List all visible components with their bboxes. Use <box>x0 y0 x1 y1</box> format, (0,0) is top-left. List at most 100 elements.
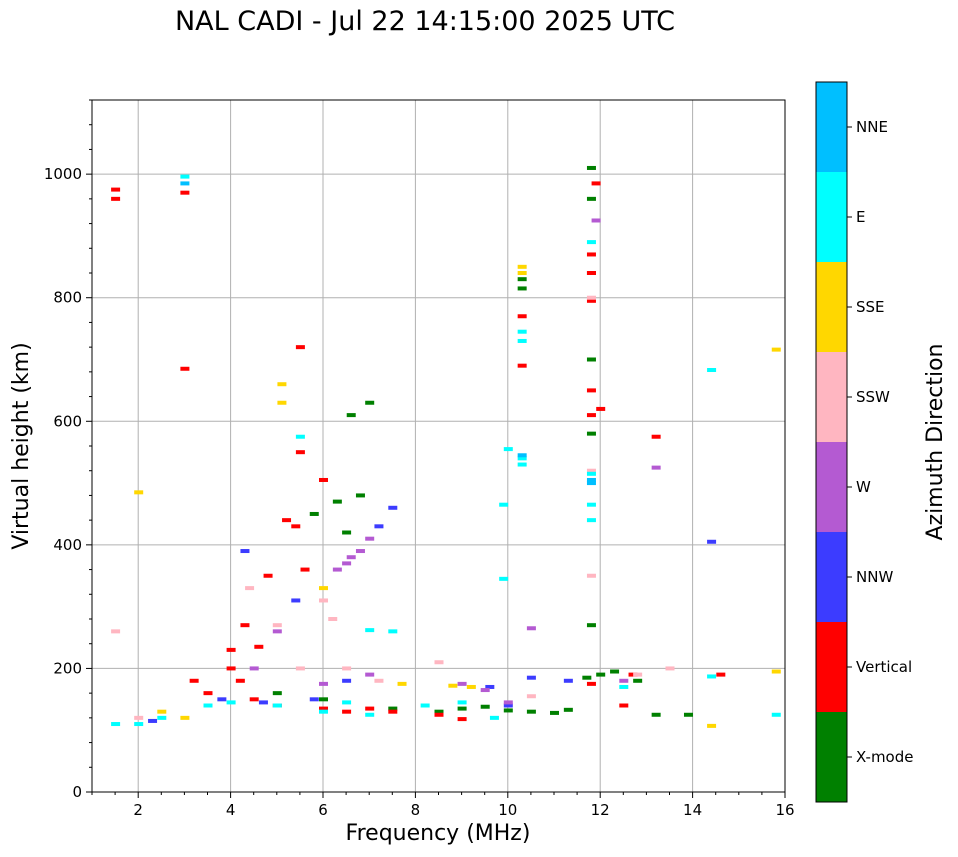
echo-point-ssw <box>586 573 596 578</box>
echo-point-vertical <box>235 678 245 683</box>
y-tick-label: 600 <box>53 412 82 430</box>
echo-point-w <box>272 629 282 634</box>
x-tick-label: 10 <box>498 801 517 819</box>
echo-point-vertical <box>263 573 273 578</box>
echo-point-e <box>586 518 596 523</box>
echo-point-vertical <box>180 190 190 195</box>
echo-point-e <box>619 684 629 689</box>
echo-point-e <box>295 434 305 439</box>
echo-point-e <box>499 576 509 581</box>
echo-point-nnw <box>258 700 268 705</box>
y-tick-label: 1000 <box>44 165 82 183</box>
echo-point-x-mode <box>586 623 596 628</box>
echo-point-vertical <box>388 709 398 714</box>
echo-point-vertical <box>295 345 305 350</box>
echo-point-ssw <box>586 295 596 300</box>
echo-point-w <box>355 549 365 554</box>
echo-point-vertical <box>517 314 527 319</box>
echo-point-vertical <box>586 388 596 393</box>
echo-point-vertical <box>319 477 328 482</box>
echo-point-ssw <box>586 468 596 473</box>
data-points <box>111 165 781 728</box>
x-tick-label: 12 <box>591 801 610 819</box>
colorbar-label: SSE <box>856 298 885 316</box>
echo-point-vertical <box>203 691 213 696</box>
echo-point-sse <box>397 681 407 686</box>
echo-point-e <box>420 703 430 708</box>
echo-point-e <box>586 471 596 476</box>
echo-point-e <box>517 456 527 461</box>
echo-point-vertical <box>365 706 375 711</box>
ticks-layer: 2 4 6 8 10 12 14 16 0 200 400 600 800 1000 <box>44 99 795 819</box>
echo-point-x-mode <box>355 493 365 498</box>
echo-point-e <box>503 447 513 452</box>
echo-point-e <box>489 715 499 720</box>
echo-point-vertical <box>282 518 292 523</box>
echo-point-w <box>619 678 629 683</box>
echo-point-x-mode <box>480 704 490 709</box>
echo-point-e <box>517 338 527 343</box>
echo-point-x-mode <box>586 196 596 201</box>
echo-point-vertical <box>586 413 596 418</box>
colorbar-segment <box>816 352 847 442</box>
echo-point-vertical <box>254 644 264 649</box>
echo-point-x-mode <box>342 530 352 535</box>
echo-point-x-mode <box>683 712 693 717</box>
echo-point-e <box>771 712 781 717</box>
echo-point-x-mode <box>388 706 398 711</box>
echo-point-x-mode <box>582 675 592 680</box>
echo-point-e <box>707 368 717 373</box>
echo-point-nnw <box>526 675 536 680</box>
echo-point-nnw <box>342 678 352 683</box>
echo-point-e <box>134 722 144 727</box>
echo-point-vertical <box>596 406 606 411</box>
x-tick-label: 4 <box>226 801 236 819</box>
echo-point-w <box>319 681 328 686</box>
echo-point-vertical <box>586 681 596 686</box>
echo-point-x-mode <box>517 286 527 291</box>
echo-point-vertical <box>300 567 310 572</box>
echo-point-e <box>111 722 121 727</box>
chart-title: NAL CADI - Jul 22 14:15:00 2025 UTC <box>174 6 676 37</box>
echo-point-ssw <box>245 586 255 591</box>
echo-point-w <box>342 561 352 566</box>
echo-point-w <box>365 536 375 541</box>
echo-point-x-mode <box>550 710 559 715</box>
echo-point-x-mode <box>526 709 536 714</box>
echo-point-ssw <box>295 666 305 671</box>
echo-point-e <box>365 628 375 633</box>
echo-point-nnw <box>563 678 573 683</box>
echo-point-e <box>499 502 509 507</box>
echo-point-x-mode <box>651 712 661 717</box>
echo-point-w <box>249 666 259 671</box>
echo-point-nnw <box>374 524 384 529</box>
echo-point-vertical <box>586 298 596 303</box>
echo-point-nnw <box>291 598 301 603</box>
colorbar-segment <box>816 262 847 352</box>
echo-point-nnw <box>503 703 513 708</box>
echo-point-e <box>365 712 375 717</box>
echo-point-vertical <box>189 678 199 683</box>
echo-point-x-mode <box>517 277 527 282</box>
echo-point-w <box>332 567 342 572</box>
echo-point-e <box>457 700 467 705</box>
echo-point-x-mode <box>596 672 606 677</box>
colorbar-segment <box>816 442 847 532</box>
echo-point-sse <box>319 586 328 591</box>
echo-point-e <box>272 703 282 708</box>
echo-point-w <box>591 218 601 223</box>
echo-point-e <box>157 715 167 720</box>
colorbar-label: E <box>856 208 865 226</box>
x-tick-label: 16 <box>775 801 794 819</box>
echo-point-nnw <box>240 549 250 554</box>
echo-point-x-mode <box>346 413 356 418</box>
echo-point-nnw <box>148 718 158 723</box>
echo-point-vertical <box>586 252 596 257</box>
echo-point-x-mode <box>586 165 596 170</box>
colorbar-title: Azimuth Direction <box>923 343 948 540</box>
echo-point-sse <box>134 490 144 495</box>
echo-point-nnw <box>485 684 495 689</box>
echo-point-nnw <box>388 505 398 510</box>
echo-point-vertical <box>226 666 236 671</box>
